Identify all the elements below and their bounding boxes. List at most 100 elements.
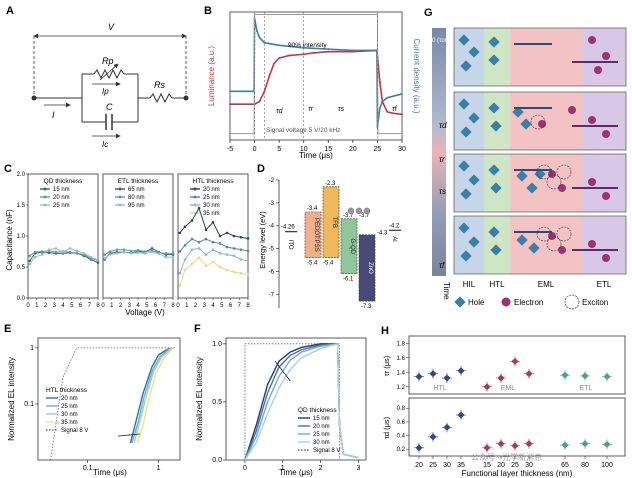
c-series-point [96,261,100,264]
h-xtick-label: 80 [581,462,589,469]
panel-d-energy-diagram: D Energy level (eV) -2 -3 -4 -5 -6 -7 -4.26 IT… [257,163,401,310]
e-legend-label: 25 nm [61,404,78,410]
c-series-point [108,250,112,253]
h-xtick-label: 25 [429,462,437,469]
b-xtick-label: 0 [253,146,257,153]
c-series-point [246,273,250,276]
c-series-point [183,225,187,228]
e-series-line [129,347,174,444]
h-data-point [525,370,533,378]
f-xtick-label: 0 [243,465,247,472]
h-watermark: 公众号 · 光学新消息 [471,452,542,462]
c-legend-label: 35 nm [203,211,220,217]
g-electron-marker [588,178,596,186]
b-series-line [230,14,402,135]
c-series-point [96,258,100,261]
c-subplot-title: ETL thickness [118,178,159,185]
e-legend-label: 30 nm [61,412,78,418]
c-series-point [232,270,236,274]
h-xtick-label: 35 [457,462,465,469]
c-series-point [246,249,250,253]
g-electron-marker [558,184,566,192]
c-series-point [164,255,168,259]
f-ylabel: Normalized EL intensity [195,357,204,441]
h-data-point [415,373,423,381]
h-ytick-label: 1.4 [397,370,406,376]
panel-letter-g: G [424,7,433,19]
c-series-point [40,253,44,256]
c-series-point [75,249,79,253]
b-ylabel-left: Luminance (a.u.) [207,46,216,106]
h-xtick-label: 20 [415,462,423,469]
b-xtick-label: 25 [374,146,382,153]
g-layer-region [484,216,510,274]
g-electron-marker [558,246,566,254]
c-series-point [197,206,201,210]
c-subplot-title: QD thickness [44,178,83,185]
h-xtick-label: 25 [511,462,519,469]
circuit-label-c: C [106,102,113,112]
c-legend-label: 30 nm [203,203,220,209]
g-layer-label: HIL [463,280,476,289]
g-layer-region [454,92,484,150]
c-legend-label: 95 nm [128,203,145,209]
c-xtick-label: 3 [53,303,57,309]
c-xtick-label: 2 [44,303,48,309]
h-data-point [457,367,465,375]
g-electron-marker [602,192,610,200]
g-legend-electron-icon [501,297,511,307]
g-layer-region [484,154,510,212]
h-data-point [443,423,451,431]
c-series-point [218,234,222,238]
panel-letter-d: D [257,163,265,175]
b-xlabel: Time (μs) [299,151,333,160]
g-exciton-marker [536,226,552,242]
c-series-point [82,252,86,255]
c-series-point [136,251,140,255]
c-xtick-label: 7 [238,303,242,309]
panel-f-chart: F Normalized EL intensity Time (μs) 0 1 2 3… [194,323,367,477]
g-electron-marker [588,36,596,44]
e-xtick-label: 0.1 [83,465,93,472]
b-series-point [381,100,384,103]
b-xtick-label: 30 [398,146,406,153]
c-series-point [197,240,201,244]
h-xtick-label: 100 [601,462,613,469]
b-series-point [378,107,381,109]
g-legend-electron: Electron [514,298,543,307]
b-series-point [386,110,389,113]
b-series-point [258,36,261,39]
b-series-point [229,132,231,135]
c-xtick-label: 1 [35,303,39,309]
g-legend-exciton: Exciton [582,298,608,307]
d-al-name: Al [391,236,397,241]
c-series-point [190,219,194,222]
g-layer-region [510,28,582,86]
c-series-point [143,252,147,255]
c-series-point [103,253,107,256]
c-series-point [246,237,250,240]
panel-letter-f: F [194,323,201,335]
b-xtick-label: -5 [227,146,233,153]
c-legend-marker [193,195,197,199]
c-series-point [239,271,243,275]
g-hole-marker [468,46,480,58]
e-xlabel: Time (μs) [93,468,127,477]
b-series-point [376,13,379,16]
h-xtick-label: 15 [483,462,491,469]
h-data-point [525,440,533,448]
c-xtick-label: 5 [220,303,224,309]
circuit-label-i: I [52,110,55,120]
c-series-point [89,255,93,259]
c-legend-label: 80 nm [128,195,145,201]
d-layer-bar-tfb [322,186,340,259]
c-series-point [129,252,133,255]
c-series-point [47,251,51,255]
c-series-point [225,268,229,272]
g-hole-marker [488,54,500,66]
c-series-point [108,253,112,256]
b-annot-tf: τf [392,106,398,113]
d-homo-value: -5.4 [307,261,318,267]
c-series-point [28,259,32,263]
c-series-point [40,250,44,253]
